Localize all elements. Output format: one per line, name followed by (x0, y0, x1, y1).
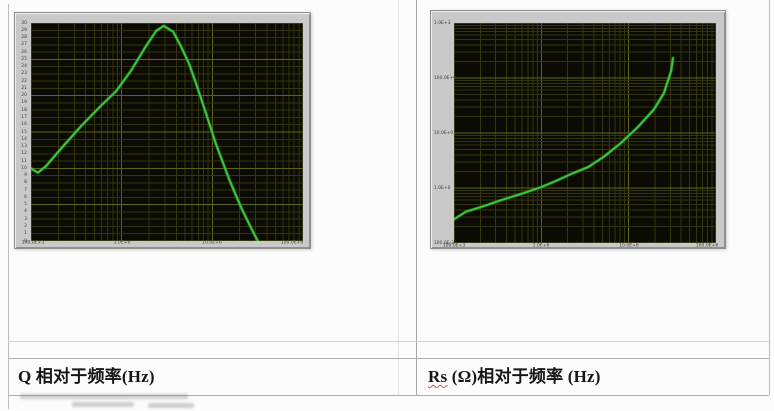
y-axis-tick-label: 2 (24, 223, 27, 229)
y-axis-tick-label: 16 (21, 121, 27, 127)
table-right-border (769, 0, 770, 395)
plot-area (454, 23, 716, 243)
y-axis-tick-label: 5 (24, 201, 27, 207)
y-axis-tick-label: 14 (21, 136, 27, 142)
y-axis-tick-label: 1.0E+3 (433, 19, 451, 26)
y-axis-tick-label: 29 (21, 27, 27, 33)
y-axis-tick-label: 1 (24, 230, 27, 236)
y-axis-tick-label: 10.0E+0 (433, 129, 454, 136)
table-column-divider (416, 0, 417, 395)
table-row-line-2 (8, 358, 769, 359)
Rs-trace (454, 57, 674, 221)
y-axis-tick-label: 20 (21, 92, 27, 98)
y-axis-tick-label: 30 (21, 19, 27, 26)
y-axis-tick-label: 26 (21, 48, 27, 55)
left-caption: Q 相对于频率(Hz) (18, 367, 155, 386)
x-axis-tick-label: 1.0E+6 (113, 240, 130, 246)
rs-vs-frequency-graph: 100.0E-3 1.0E+0 10.0E+0 100.0E+0 1.0E+3 100.0… (430, 10, 726, 249)
Q-trace (31, 24, 259, 241)
right-caption: Rs (Ω)相对于频率 (Hz) (428, 362, 601, 387)
y-axis-tick-label: 27 (21, 41, 27, 48)
y-axis-tick-label: 11 (21, 157, 27, 164)
y-axis-tick-label: 100.0E-3 (433, 239, 455, 246)
y-axis-tick-label: 18 (21, 107, 27, 113)
x-axis-tick-label: 100.0E+3 (442, 243, 466, 249)
cropped-next-row-text (72, 402, 134, 407)
table-cell-inner-border (398, 0, 399, 395)
y-axis-tick-label: 3 (24, 216, 27, 222)
y-axis-tick-label: 0 (24, 237, 27, 244)
y-axis-tick-label: 15 (21, 128, 27, 135)
x-axis-tick-label: 100.0E+3 (21, 240, 45, 246)
y-axis-tick-label: 1.0E+0 (433, 184, 451, 191)
y-axis-tick-label: 7 (24, 186, 27, 193)
x-axis-tick-label: 10.0E+6 (618, 243, 639, 249)
y-axis-tick-label: 24 (21, 63, 27, 69)
y-axis-tick-label: 10 (21, 165, 27, 171)
y-axis-tick-label: 22 (21, 77, 27, 84)
x-axis-tick-label: 10.0E+6 (202, 240, 223, 246)
y-axis-tick-label: 21 (21, 85, 27, 91)
q-vs-frequency-graph: 0 1 2 3 4 5 6 7 8 9 10 11 12 13 14 15 16 17 18 19 20 21 22 23 24… (14, 12, 311, 249)
y-axis-tick-label: 12 (21, 150, 27, 157)
cropped-next-row-text (148, 403, 194, 408)
x-axis-tick-label: 100.0E+6 (695, 243, 719, 249)
y-axis-tick-label: 6 (24, 194, 27, 200)
y-axis-tick-label: 25 (21, 56, 27, 62)
y-axis-tick-label: 9 (24, 172, 27, 178)
y-axis-tick-label: 23 (21, 70, 27, 77)
x-axis-tick-label: 1.0E+6 (533, 243, 550, 249)
right-caption-rs: Rs (428, 367, 448, 386)
y-axis-tick-label: 19 (21, 99, 27, 106)
plot-area (31, 23, 303, 241)
y-axis-tick-label: 100.0E+0 (433, 74, 457, 81)
y-axis-tick-label: 13 (21, 143, 27, 149)
y-axis-tick-label: 4 (24, 208, 27, 215)
y-axis-tick-label: 17 (21, 114, 27, 120)
table-bottom-border (8, 395, 769, 396)
table-row-line-1 (8, 341, 769, 342)
x-axis-tick-label: 100.0E+6 (280, 240, 304, 246)
cropped-next-row-text (20, 394, 188, 399)
right-caption-rest: (Ω)相对于频率 (Hz) (447, 367, 601, 386)
y-axis-tick-label: 28 (21, 34, 27, 40)
y-axis-tick-label: 8 (24, 179, 27, 186)
table-left-border (8, 4, 9, 409)
